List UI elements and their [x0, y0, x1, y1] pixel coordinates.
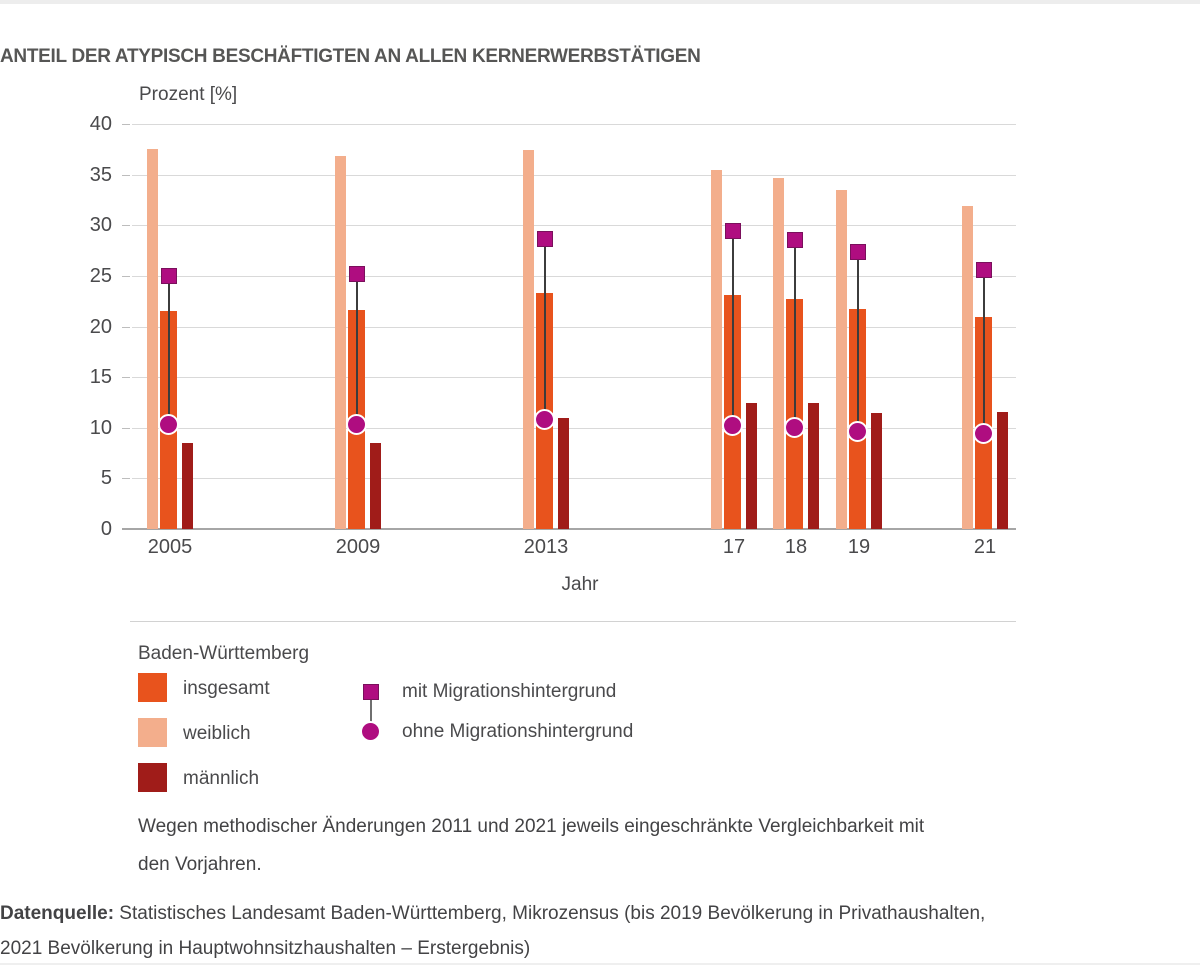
bar-maennlich-17 [746, 403, 757, 529]
square-marker-mit-migrationshintergrund-2005 [160, 267, 177, 284]
bar-maennlich-2009 [370, 442, 381, 529]
marker-connector-2013 [543, 239, 546, 420]
bar-weiblich-2013 [523, 150, 534, 529]
marker-connector-2005 [167, 275, 170, 425]
source-line-2: 2021 Bevölkerung in Hauptwohnsitzhaushal… [0, 938, 531, 959]
bar-weiblich-18 [773, 177, 784, 529]
x-tick-label-18: 18 [784, 536, 808, 558]
square-marker-mit-migrationshintergrund-2009 [348, 265, 365, 282]
bar-weiblich-2005 [147, 149, 158, 529]
legend-circle-marker-icon [360, 721, 381, 742]
footnote-line-2: den Vorjahren. [138, 854, 262, 875]
y-tick-label-0: 0 [100, 518, 112, 540]
bar-weiblich-2009 [335, 156, 346, 529]
y-tick-label-25: 25 [89, 264, 112, 287]
y-tick-label-15: 15 [89, 366, 112, 389]
y-tick-label-30: 30 [89, 214, 112, 237]
circle-marker-ohne-migrationshintergrund-2005 [158, 414, 179, 436]
square-marker-mit-migrationshintergrund-21 [975, 261, 992, 278]
legend-label-mit-migrationshintergrund: mit Migrationshintergrund [402, 681, 617, 702]
legend-swatch-maennlich [138, 763, 167, 792]
circle-marker-ohne-migrationshintergrund-18 [784, 417, 805, 439]
marker-connector-19 [856, 251, 859, 432]
bar-weiblich-17 [711, 169, 722, 529]
square-marker-mit-migrationshintergrund-18 [786, 232, 803, 249]
y-tick-label-20: 20 [89, 315, 112, 338]
bar-maennlich-21 [997, 411, 1008, 529]
bottom-border [0, 963, 1200, 965]
circle-marker-ohne-migrationshintergrund-19 [847, 421, 868, 443]
legend-label-weiblich: weiblich [183, 723, 251, 744]
source-label: Datenquelle: [0, 903, 115, 924]
bar-maennlich-19 [871, 412, 882, 529]
circle-marker-ohne-migrationshintergrund-2013 [534, 409, 555, 431]
page-title: ANTEIL DER ATYPISCH BESCHÄFTIGTEN AN ALL… [0, 45, 701, 67]
legend-label-ohne-migrationshintergrund: ohne Migrationshintergrund [402, 721, 634, 742]
legend-label-insgesamt: insgesamt [183, 678, 270, 699]
circle-marker-ohne-migrationshintergrund-21 [973, 423, 994, 445]
x-tick-label-2009: 2009 [335, 536, 381, 558]
y-tickmark-35 [122, 174, 130, 176]
footnote-line-1: Wegen methodischer Änderungen 2011 und 2… [138, 816, 925, 837]
gridline-40 [132, 124, 1016, 125]
legend-square-marker-icon [363, 684, 379, 700]
plot-area: 0 5 10 15 20 25 30 35 40 [0, 113, 1040, 540]
y-tickmark-10 [122, 427, 130, 429]
legend-label-maennlich: männlich [183, 768, 260, 789]
marker-connector-17 [731, 231, 734, 426]
marker-connector-2009 [355, 273, 358, 425]
x-tick-label-17: 17 [722, 536, 746, 558]
legend-swatch-weiblich [138, 718, 167, 747]
y-tickmark-5 [122, 478, 130, 480]
bar-maennlich-2005 [182, 442, 193, 529]
x-tick-label-2005: 2005 [147, 536, 193, 558]
y-tickmark-25 [122, 275, 130, 277]
legend-marker-connector [370, 700, 372, 722]
bar-maennlich-2013 [558, 417, 569, 529]
circle-marker-ohne-migrationshintergrund-2009 [346, 414, 367, 436]
x-axis-title: Jahr [561, 574, 599, 595]
y-tickmark-20 [122, 326, 130, 328]
y-tickmark-15 [122, 377, 130, 379]
marker-connector-21 [982, 269, 985, 434]
source-text: Statistisches Landesamt Baden-Württember… [114, 903, 986, 924]
top-border [0, 0, 1200, 4]
legend-region-label: Baden-Württemberg [138, 643, 310, 664]
marker-connector-18 [793, 240, 796, 428]
circle-marker-ohne-migrationshintergrund-17 [722, 415, 743, 437]
legend-divider [130, 621, 1016, 622]
square-marker-mit-migrationshintergrund-19 [849, 243, 866, 260]
square-marker-mit-migrationshintergrund-2013 [536, 231, 553, 248]
y-axis-title: Prozent [%] [139, 84, 238, 105]
gridline-25 [132, 275, 1016, 277]
gridline-20 [132, 326, 1016, 328]
y-tickmark-30 [122, 225, 130, 227]
bar-weiblich-19 [836, 189, 847, 529]
y-tickmark-40 [122, 124, 130, 125]
gridline-5 [132, 478, 1016, 480]
y-tick-label-5: 5 [100, 467, 112, 490]
gridline-30 [132, 225, 1016, 227]
square-marker-mit-migrationshintergrund-17 [724, 223, 741, 240]
bar-maennlich-18 [808, 403, 819, 529]
x-tick-label-19: 19 [847, 536, 871, 558]
legend-swatch-insgesamt [138, 673, 167, 702]
x-tick-label-2013: 2013 [523, 536, 569, 558]
x-axis-line [122, 528, 1016, 530]
source-line-1: Datenquelle: Statistisches Landesamt Bad… [0, 903, 985, 925]
bar-weiblich-21 [962, 206, 973, 529]
gridline-35 [132, 174, 1016, 176]
gridline-10 [132, 427, 1016, 429]
gridline-15 [132, 377, 1016, 379]
y-tick-label-35: 35 [89, 163, 112, 186]
y-tick-label-40: 40 [89, 113, 112, 135]
y-tick-label-10: 10 [89, 416, 112, 439]
x-tick-label-21: 21 [973, 536, 997, 558]
